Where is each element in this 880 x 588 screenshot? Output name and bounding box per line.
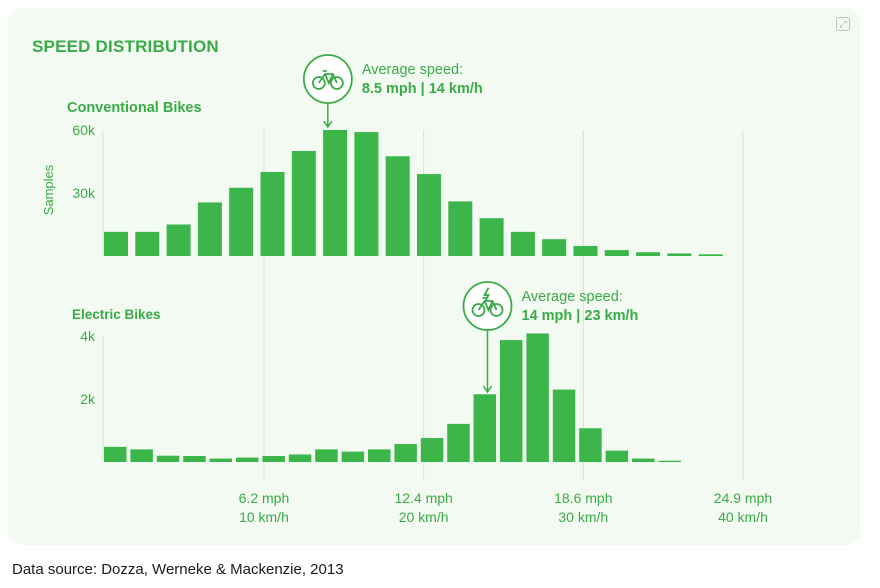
electric-bicycle-icon <box>471 287 504 317</box>
bar-1-17 <box>604 250 629 256</box>
bar-1-5 <box>229 187 254 256</box>
x-tick-label-kmh-3: 30 km/h <box>558 509 608 525</box>
bar-1-19 <box>667 253 692 256</box>
bar-2-3 <box>156 455 180 462</box>
average-value-1: 8.5 mph | 14 km/h <box>362 81 483 97</box>
x-tick-label-mph-1: 6.2 mph <box>239 490 290 506</box>
x-tick-label-mph-4: 24.9 mph <box>714 490 772 506</box>
bar-2-11 <box>368 449 391 462</box>
bar-2-1 <box>104 446 127 462</box>
average-value-2: 14 mph | 23 km/h <box>522 308 639 324</box>
y-tick-label-2-2: 2k <box>80 391 96 407</box>
bar-1-9 <box>354 132 379 256</box>
bar-1-15 <box>542 239 567 256</box>
bar-2-9 <box>315 449 338 462</box>
x-tick-label-kmh-2: 20 km/h <box>399 509 449 525</box>
y-tick-label-1-2: 30k <box>72 185 96 201</box>
bar-2-2 <box>130 449 153 462</box>
average-arrowhead-1 <box>323 120 333 129</box>
x-tick-label-mph-3: 18.6 mph <box>554 490 612 506</box>
bar-2-18 <box>552 389 576 462</box>
bar-1-8 <box>323 130 348 256</box>
bar-1-7 <box>291 151 316 256</box>
y-axis-title: Samples <box>41 164 56 215</box>
x-tick-label-mph-2: 12.4 mph <box>394 490 452 506</box>
bar-1-13 <box>479 218 504 256</box>
bar-2-8 <box>288 454 312 462</box>
bar-2-14 <box>447 423 470 462</box>
bar-1-20 <box>698 254 723 256</box>
bar-2-19 <box>579 428 602 462</box>
bar-2-22 <box>658 460 681 462</box>
chart-title: SPEED DISTRIBUTION <box>32 37 219 56</box>
bar-1-16 <box>573 245 598 256</box>
bar-2-16 <box>500 340 523 462</box>
bar-2-21 <box>632 458 655 462</box>
panel-title-2: Electric Bikes <box>72 307 161 322</box>
average-label-2: Average speed: <box>522 289 623 305</box>
panel-title-1: Conventional Bikes <box>67 100 202 116</box>
bar-2-5 <box>209 458 233 462</box>
bar-1-3 <box>166 224 191 256</box>
bar-1-14 <box>510 231 535 256</box>
bar-2-6 <box>236 457 259 462</box>
bar-2-10 <box>341 451 365 462</box>
expand-icon[interactable]: ⤢ <box>836 17 850 31</box>
bar-2-17 <box>526 333 549 462</box>
average-label-1: Average speed: <box>362 62 463 78</box>
average-arrowhead-2 <box>482 385 493 394</box>
bar-1-18 <box>636 252 661 256</box>
bar-1-6 <box>260 172 285 256</box>
y-tick-label-1-1: 60k <box>72 122 96 138</box>
x-tick-label-kmh-1: 10 km/h <box>239 509 289 525</box>
bar-1-12 <box>448 201 473 256</box>
source-note: Data source: Dozza, Werneke & Mackenzie,… <box>12 561 344 578</box>
bar-2-7 <box>262 456 285 462</box>
bicycle-icon <box>311 70 344 90</box>
y-tick-label-2-1: 4k <box>80 328 96 344</box>
bar-1-10 <box>385 156 410 256</box>
bar-2-15 <box>473 394 497 462</box>
bar-1-4 <box>197 202 222 256</box>
bar-2-20 <box>605 450 629 462</box>
bar-2-12 <box>394 444 417 462</box>
bar-2-4 <box>183 456 206 462</box>
bar-1-1 <box>104 231 128 256</box>
bar-1-11 <box>417 174 441 256</box>
bar-1-2 <box>135 231 160 256</box>
x-tick-label-kmh-4: 40 km/h <box>718 509 768 525</box>
bar-2-13 <box>420 438 444 462</box>
